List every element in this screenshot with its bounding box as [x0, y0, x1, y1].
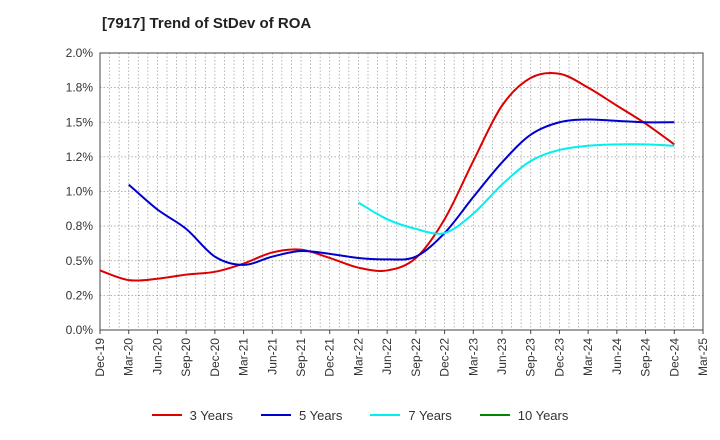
y-tick-label: 0.5%	[66, 254, 94, 268]
x-tick-label: Mar-23	[466, 338, 480, 376]
x-tick-label: Dec-21	[323, 338, 337, 377]
chart-title: [7917] Trend of StDev of ROA	[102, 15, 312, 32]
y-tick-label: 1.2%	[66, 150, 94, 164]
legend-label: 10 Years	[517, 407, 569, 423]
legend-swatch	[151, 414, 182, 416]
x-tick-label: Mar-20	[122, 338, 136, 376]
legend-item-10-years: 10 Years	[479, 407, 569, 423]
y-tick-label: 1.5%	[66, 115, 94, 129]
x-tick-label: Sep-21	[294, 338, 308, 377]
series-line-3-years	[99, 71, 675, 282]
y-tick-label: 0.0%	[66, 323, 94, 337]
x-tick-label: Mar-21	[237, 338, 251, 376]
legend-item-7-years: 7 Years	[370, 407, 452, 423]
x-tick-label: Dec-19	[93, 338, 107, 377]
x-tick-label: Mar-24	[581, 338, 595, 376]
x-tick-label: Dec-24	[667, 338, 681, 377]
series-line-7-years	[357, 143, 675, 235]
legend-swatch	[479, 414, 510, 416]
x-tick-label: Jun-22	[380, 338, 394, 375]
legend-label: 7 Years	[408, 407, 452, 423]
x-tick-label: Mar-25	[696, 338, 710, 376]
legend-item-5-years: 5 Years	[261, 408, 342, 423]
x-tick-label: Sep-24	[639, 338, 653, 377]
legend-swatch	[370, 414, 401, 416]
x-tick-label: Jun-24	[610, 338, 624, 375]
x-tick-label: Sep-23	[524, 338, 538, 377]
x-tick-label: Jun-23	[495, 338, 509, 375]
y-tick-label: 1.0%	[66, 185, 94, 199]
legend-item-3-years: 3 Years	[151, 407, 233, 423]
legend-label: 5 Years	[299, 407, 343, 423]
x-tick-label: Sep-22	[409, 338, 423, 377]
x-tick-label: Mar-22	[351, 338, 365, 376]
legend-swatch	[261, 414, 291, 416]
x-tick-label: Jun-21	[265, 338, 279, 375]
legend-label: 3 Years	[189, 407, 233, 423]
plot-frame	[99, 52, 704, 331]
y-tick-label: 1.8%	[66, 81, 94, 95]
y-tick-label: 0.2%	[66, 288, 94, 302]
series-line-5-years	[128, 118, 675, 266]
chart-legend: 3 Years 5 Years 7 Years 10 Years	[0, 402, 720, 428]
x-tick-label: Dec-20	[208, 338, 222, 377]
y-tick-label: 0.8%	[66, 219, 94, 233]
x-tick-label: Sep-20	[179, 338, 193, 377]
y-tick-label: 2.0%	[66, 46, 94, 60]
x-tick-label: Dec-23	[552, 338, 566, 377]
x-tick-label: Jun-20	[150, 338, 164, 375]
x-tick-label: Dec-22	[438, 338, 452, 377]
